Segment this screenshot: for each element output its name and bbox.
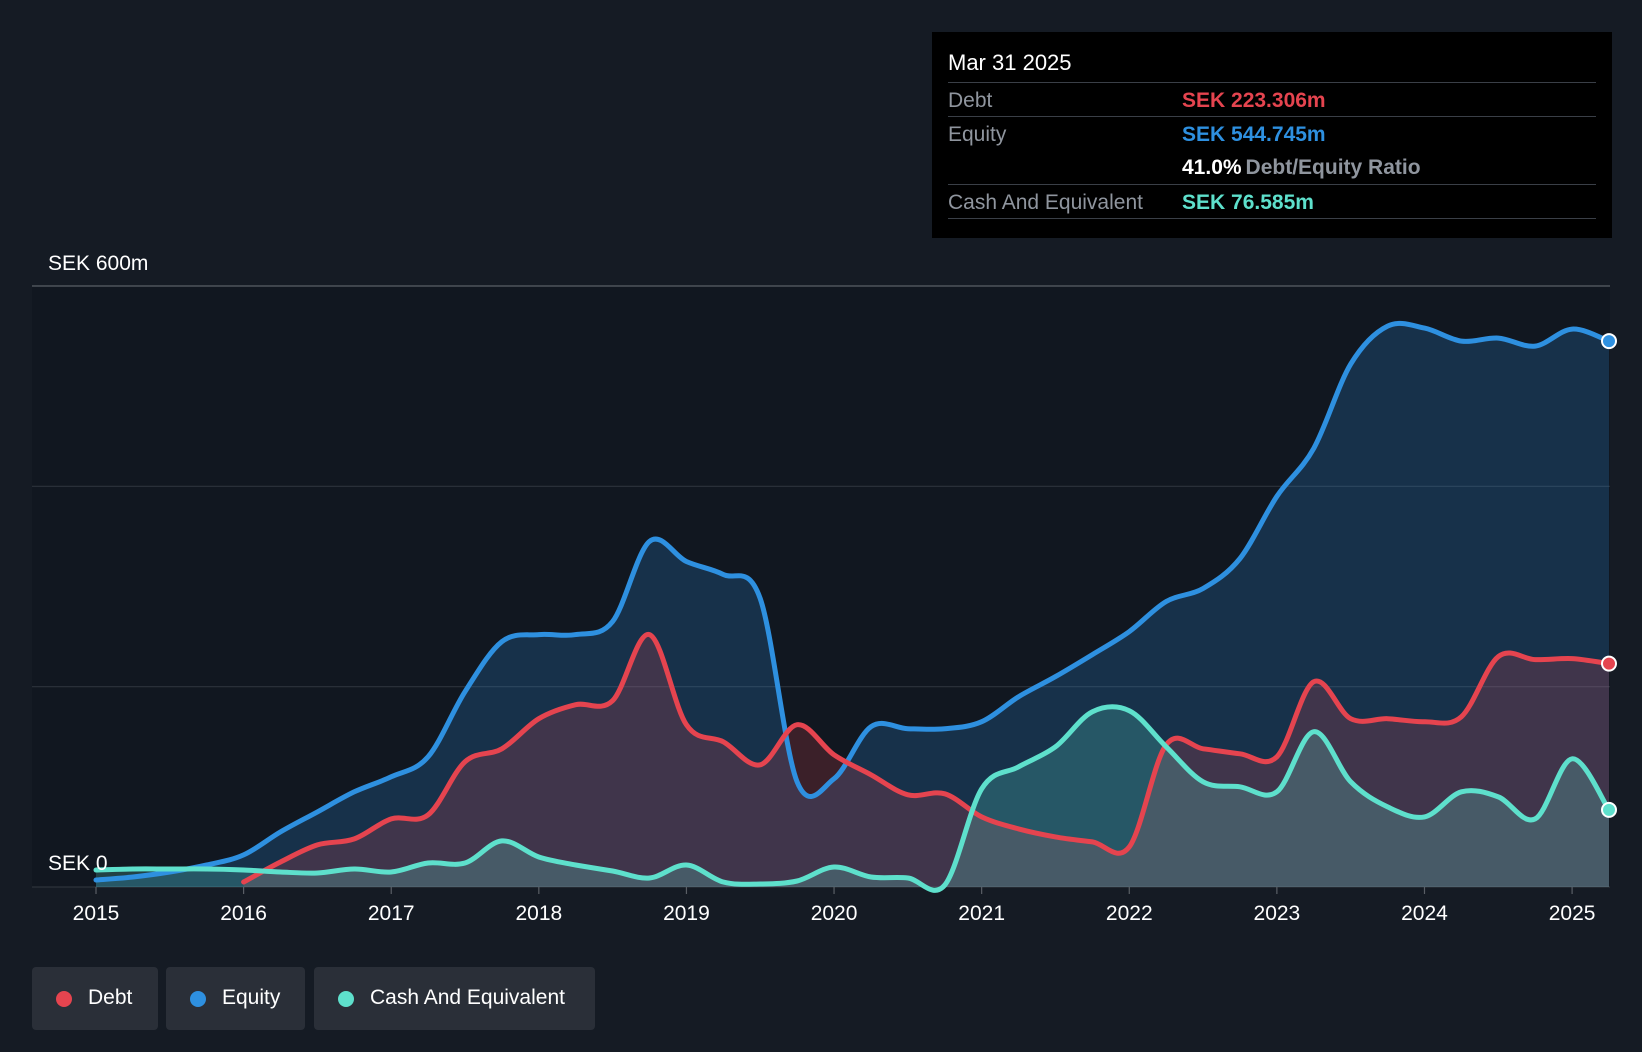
tooltip-equity-value: SEK 544.745m: [1182, 123, 1326, 146]
y-axis-bottom-label: SEK 0: [48, 852, 108, 875]
tooltip-equity-label: Equity: [948, 123, 1007, 146]
legend-item-equity[interactable]: Equity: [166, 967, 305, 1030]
x-tick-label: 2024: [1401, 902, 1448, 925]
tooltip-date: Mar 31 2025: [948, 50, 1072, 75]
area-cash-and-equivalent: [96, 706, 1609, 891]
tooltip-panel: Mar 31 2025 Debt SEK 223.306m Equity SEK…: [932, 32, 1612, 238]
tooltip-ratio: 41.0% Debt/Equity Ratio: [1182, 156, 1421, 180]
legend-item-debt[interactable]: Debt: [32, 967, 158, 1030]
endpoint-debt: [1601, 655, 1617, 672]
legend-label-cash: Cash And Equivalent: [370, 986, 565, 1009]
x-tick-label: 2023: [1254, 902, 1301, 925]
grid-lines: [32, 285, 1610, 888]
line-equity: [93, 320, 1612, 883]
x-tick-label: 2020: [811, 902, 858, 925]
x-tick-label: 2018: [515, 902, 562, 925]
x-tick-label: 2025: [1549, 902, 1596, 925]
area-equity: [96, 323, 1609, 887]
line-debt: [241, 632, 1612, 885]
x-tick-label: 2022: [1106, 902, 1153, 925]
area-debt: [243, 634, 1610, 887]
series-lines: [93, 320, 1612, 893]
tooltip-row-ratio: 41.0% Debt/Equity Ratio: [948, 150, 1596, 184]
plot-area-background: [32, 286, 1610, 887]
tooltip-debt-label: Debt: [948, 89, 993, 112]
legend-dot-equity-icon: [190, 991, 206, 1007]
x-tick-label: 2019: [663, 902, 710, 925]
line-cash-and-equivalent: [93, 704, 1612, 893]
series-endpoints: [1601, 333, 1617, 818]
legend-label-debt: Debt: [88, 986, 133, 1009]
x-tick-label: 2017: [368, 902, 415, 925]
tooltip-cash-value: SEK 76.585m: [1182, 191, 1314, 214]
tooltip-cash-label: Cash And Equivalent: [948, 191, 1143, 214]
legend-label-equity: Equity: [222, 986, 281, 1009]
tooltip-ratio-label: Debt/Equity Ratio: [1245, 156, 1421, 179]
series-areas: [96, 323, 1610, 891]
tooltip-ratio-value: 41.0%: [1182, 156, 1242, 179]
tooltip-row-cash: Cash And Equivalent SEK 76.585m: [948, 184, 1596, 219]
tooltip-row-debt: Debt SEK 223.306m: [948, 82, 1596, 117]
x-tick-label: 2016: [220, 902, 267, 925]
x-tick-label: 2021: [958, 902, 1005, 925]
y-axis-top-label: SEK 600m: [48, 252, 148, 275]
legend-dot-cash-icon: [338, 991, 354, 1007]
legend-dot-debt-icon: [56, 991, 72, 1007]
endpoint-cash-and-equivalent: [1601, 801, 1617, 818]
x-axis-ticks: 2015 2016 2017 2018 2019 2020 2021 2022 2023 2024…: [73, 887, 1596, 925]
tooltip-debt-value: SEK 223.306m: [1182, 89, 1326, 112]
endpoint-equity: [1601, 333, 1617, 350]
legend-item-cash[interactable]: Cash And Equivalent: [314, 967, 595, 1030]
tooltip-bottom-divider: [948, 218, 1596, 220]
tooltip-row-equity: Equity SEK 544.745m: [948, 116, 1596, 151]
x-tick-label: 2015: [73, 902, 120, 925]
